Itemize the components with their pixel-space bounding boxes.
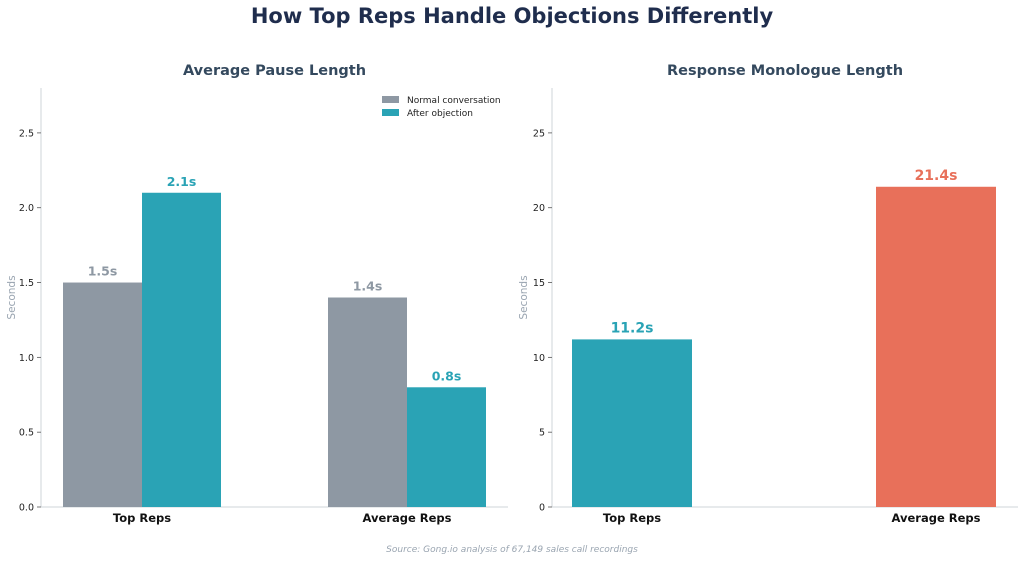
bar-average-reps	[876, 186, 996, 507]
bar-value-label: 2.1s	[167, 174, 197, 189]
bar-value-label: 1.5s	[88, 264, 118, 279]
y-axis-label: Seconds	[518, 275, 530, 319]
y-tick-label: 2.0	[19, 203, 34, 214]
y-axis-label: Seconds	[6, 275, 18, 319]
bar-after-objection	[407, 387, 486, 507]
bar-value-label: 0.8s	[432, 368, 462, 383]
bar-normal-conversation	[63, 282, 142, 507]
x-tick-label: Top Reps	[113, 511, 171, 525]
subplot-title: Average Pause Length	[183, 63, 366, 79]
y-tick-label: 25	[533, 128, 545, 139]
bar-value-label: 1.4s	[353, 279, 383, 294]
y-tick-label: 2.5	[19, 128, 34, 139]
bar-normal-conversation	[328, 297, 407, 507]
y-tick-label: 15	[533, 278, 545, 289]
bar-value-label: 11.2s	[611, 320, 654, 336]
legend-swatch	[382, 109, 399, 116]
bar-after-objection	[142, 192, 221, 507]
panel-response-monologue-length: Response Monologue Length 0 5 10 15 20 25 Secon…	[518, 63, 1018, 525]
legend-swatch	[382, 96, 399, 103]
legend-label: Normal conversation	[407, 96, 501, 106]
panel-average-pause-length: Average Pause Length 0.0 0.5 1.0 1.5 2.0 2.5 Se…	[6, 63, 508, 525]
bar-top-reps	[572, 339, 692, 507]
source-note: Source: Gong.io analysis of 67,149 sales…	[386, 545, 638, 555]
bar-value-label: 21.4s	[915, 168, 958, 184]
x-tick-label: Average Reps	[892, 511, 981, 525]
y-tick-label: 5	[539, 428, 545, 439]
x-tick-label: Top Reps	[603, 511, 661, 525]
y-tick-label: 20	[533, 203, 545, 214]
y-tick-label: 0.5	[19, 428, 34, 439]
y-tick-label: 0	[539, 503, 545, 514]
subplot-title: Response Monologue Length	[667, 63, 903, 79]
figure-title: How Top Reps Handle Objections Different…	[251, 4, 774, 28]
x-tick-label: Average Reps	[363, 511, 452, 525]
y-tick-label: 0.0	[19, 503, 34, 514]
legend-label: After objection	[407, 109, 473, 119]
y-tick-label: 1.0	[19, 353, 34, 364]
y-tick-label: 10	[533, 353, 545, 364]
y-tick-label: 1.5	[19, 278, 34, 289]
